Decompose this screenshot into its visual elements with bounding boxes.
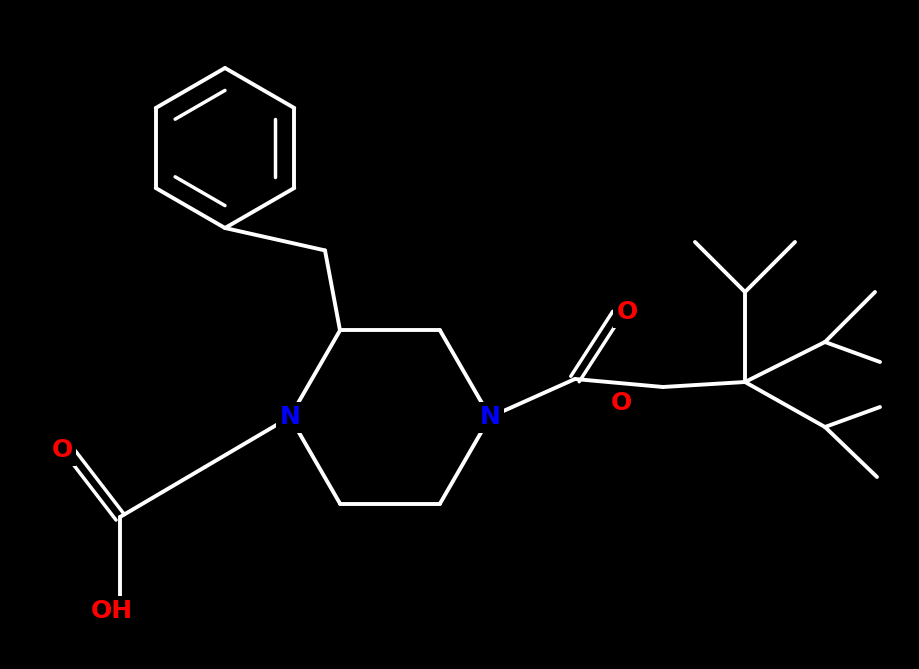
Text: O: O (617, 300, 638, 324)
Text: O: O (51, 438, 73, 462)
Text: O: O (610, 391, 631, 415)
Text: N: N (480, 405, 501, 429)
Text: N: N (279, 405, 301, 429)
Text: OH: OH (91, 599, 133, 623)
